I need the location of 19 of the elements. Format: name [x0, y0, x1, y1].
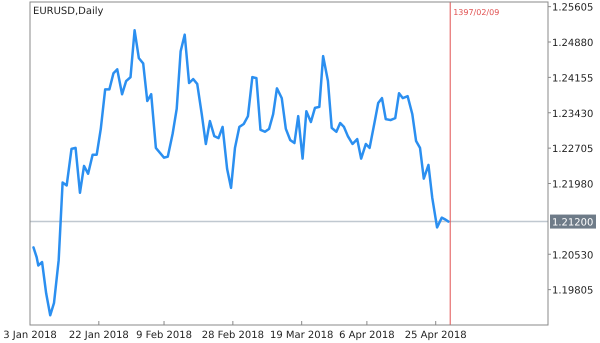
x-tick-label: 3 Jan 2018 [3, 330, 57, 341]
y-tick-label: 1.19805 [552, 286, 594, 297]
x-tick-label: 28 Feb 2018 [202, 330, 264, 341]
y-tick-label: 1.24880 [552, 38, 594, 50]
line-series [32, 29, 450, 316]
y-tick-label: 1.20530 [552, 250, 594, 262]
ref-line-label: 1.21200 [552, 218, 594, 229]
y-tick-label: 1.23430 [552, 108, 594, 120]
x-tick-label: 22 Jan 2018 [68, 330, 129, 341]
x-tick-label: 19 Mar 2018 [270, 330, 334, 341]
x-tick-label: 25 Apr 2018 [404, 330, 467, 341]
ref-line-label: 1397/02/09 [453, 8, 500, 17]
x-tick-label: 9 Feb 2018 [136, 330, 192, 341]
y-tick-label: 1.21980 [552, 180, 594, 191]
y-tick-label: 1.25605 [552, 2, 594, 14]
y-tick-label: 1.22705 [552, 144, 594, 156]
chart-title: EURUSD,Daily [33, 6, 104, 17]
x-tick-label: 6 Apr 2018 [339, 330, 395, 341]
y-tick-label: 1.24155 [552, 73, 594, 84]
